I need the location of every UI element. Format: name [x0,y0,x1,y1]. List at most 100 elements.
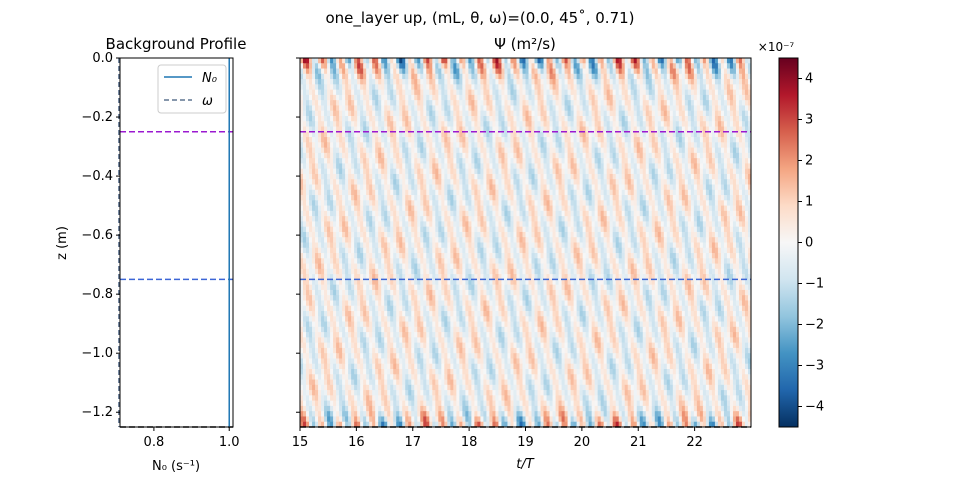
heatmap-cell [417,105,421,112]
heatmap-cell [735,200,740,207]
heatmap-cell [597,137,602,143]
heatmap-cell [408,115,412,122]
heatmap-cell [600,200,605,207]
heatmap-cell [366,200,370,207]
heatmap-cell [696,79,701,85]
heatmap-cell [600,158,605,165]
heatmap-cell [372,58,376,64]
heatmap-cell [366,121,370,128]
heatmap-cell [543,73,548,80]
heatmap-cell [570,173,575,180]
heatmap-cell [483,184,488,191]
heatmap-cell [612,126,617,133]
heatmap-cell [453,158,457,165]
heatmap-cell [573,168,578,175]
heatmap-cell [675,58,680,64]
heatmap-cell [411,221,415,228]
heatmap-cell [522,94,527,101]
heatmap-cell [708,115,713,122]
heatmap-cell [549,126,554,133]
heatmap-cell [414,168,418,175]
figure-title: one_layer up, (mL, θ, ω)=(0.0, 45˚, 0.71… [325,9,634,28]
heatmap-cell [660,131,665,138]
heatmap-cell [351,58,355,64]
heatmap-cell [732,63,737,70]
heatmap-cell [591,221,596,228]
heatmap-cell [720,226,725,233]
heatmap-cell [588,137,593,143]
heatmap-cell [447,221,451,228]
heatmap-cell [399,79,403,85]
heatmap-cell [426,115,430,122]
heatmap-cell [576,121,581,128]
heatmap-cell [420,126,424,133]
heatmap-cell [528,68,533,75]
heatmap-cell [618,115,623,122]
heatmap-cell [324,94,328,101]
heatmap-cell [390,152,394,159]
heatmap-cell [561,137,566,143]
heatmap-cell [381,216,385,223]
heatmap-cell [465,163,469,170]
heatmap-cell [549,210,554,217]
heatmap-cell [339,84,343,91]
heatmap-cell [519,147,524,154]
heatmap-cell [441,63,445,70]
heatmap-cell [318,147,322,154]
heatmap-cell [531,189,536,196]
heatmap-cell [615,137,620,143]
heatmap-cell [627,137,632,143]
heatmap-cell [468,131,472,138]
heatmap-cell [324,58,328,64]
heatmap-cell [390,195,394,201]
heatmap-cell [660,173,665,180]
heatmap-cell [612,152,617,159]
heatmap-cell [723,184,728,191]
heatmap-cell [507,205,512,212]
heatmap-cell [738,221,743,228]
heatmap-cell [489,210,494,217]
heatmap-cell [537,89,542,96]
heatmap-cell [309,68,313,75]
heatmap-cell [366,94,370,101]
heatmap-cell [747,142,751,149]
heatmap-cell [354,200,358,207]
left-ytick-label: −0.4 [81,169,113,184]
heatmap-cell [711,58,716,64]
heatmap-cell [390,147,394,154]
heatmap-cell [654,226,659,233]
heatmap-cell [327,73,331,80]
heatmap-cell [513,195,518,201]
heatmap-cell [531,184,536,191]
heatmap-cell [513,73,518,80]
heatmap-cell [486,158,491,165]
heatmap-cell [363,205,367,212]
heatmap-cell [390,121,394,128]
heatmap-cell [396,173,400,180]
heatmap-cell [399,147,403,154]
heatmap-cell [366,58,370,64]
heatmap-cell [330,137,334,143]
heatmap-cell [417,126,421,133]
heatmap-cell [369,147,373,154]
heatmap-cell [621,163,626,170]
heatmap-cell [699,121,704,128]
heatmap-cell [498,79,503,85]
heatmap-cell [531,137,536,143]
heatmap-cell [393,115,397,122]
heatmap-cell [552,131,557,138]
heatmap-cell [390,94,394,101]
heatmap-cell [492,89,497,96]
heatmap-cell [546,94,551,101]
heatmap-cell [522,63,527,70]
heatmap-cell [429,216,433,223]
heatmap-cell [666,226,671,233]
heatmap-cell [387,184,391,191]
heatmap-cell [576,142,581,149]
heatmap-cell [348,137,352,143]
heatmap-cell [543,84,548,91]
heatmap-cell [378,68,382,75]
heatmap-cell [516,73,521,80]
heatmap-cell [342,89,346,96]
heatmap-cell [471,131,475,138]
